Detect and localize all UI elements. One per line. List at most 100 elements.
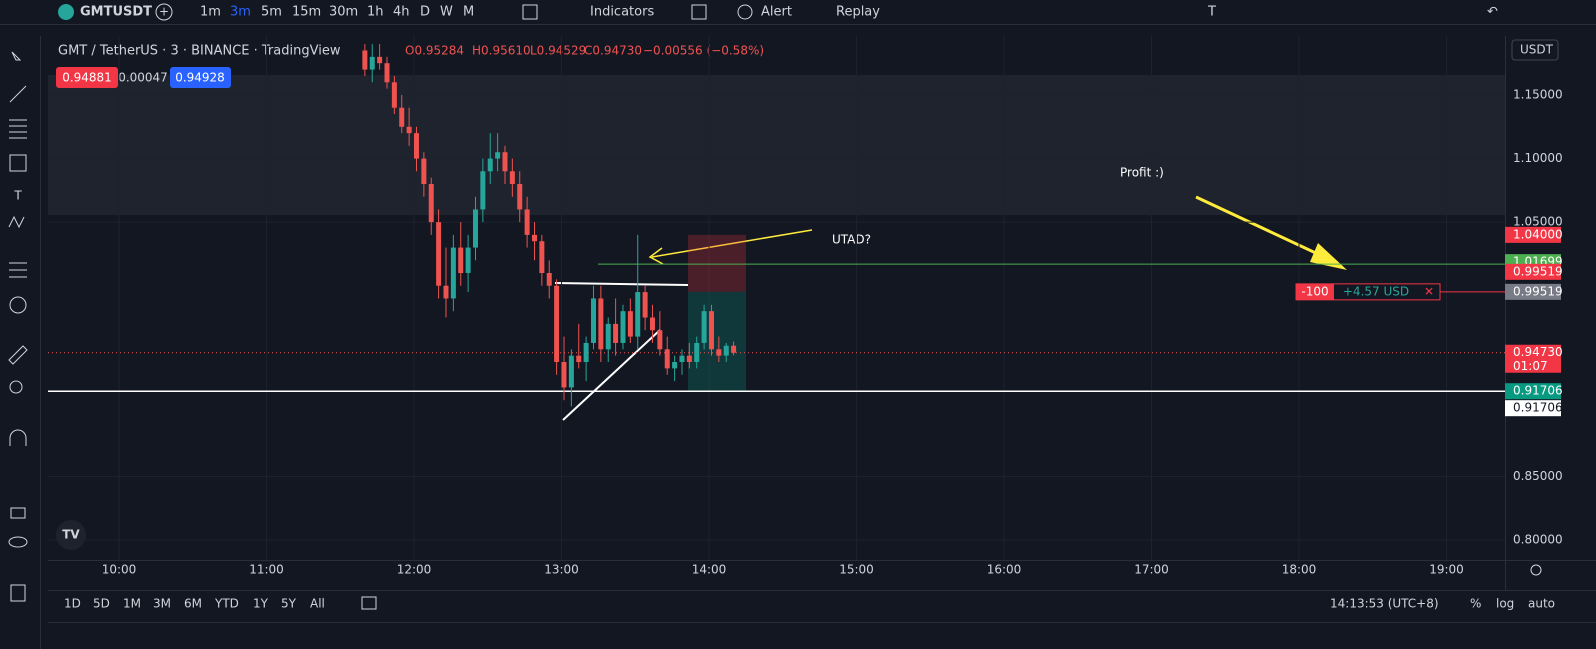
percent-toggle[interactable]: % (1470, 597, 1481, 611)
candle-body (694, 342, 700, 363)
hide-tool[interactable] (8, 536, 28, 548)
interval[interactable]: W (440, 5, 453, 20)
alert[interactable]: Alert (761, 5, 792, 20)
x-tick-label: 18:00 (1282, 563, 1317, 577)
undo[interactable]: ↶ (1487, 5, 1498, 20)
buy-button[interactable] (170, 67, 231, 88)
trend-tool[interactable] (9, 85, 27, 103)
candle-body (716, 349, 722, 356)
order-qty-box[interactable] (1296, 283, 1334, 300)
y-tick-label: 0.85000 (1513, 469, 1563, 483)
y-tick-label: 1.10000 (1513, 151, 1563, 165)
cursor-tool[interactable] (11, 51, 22, 61)
candle-body (524, 209, 530, 235)
symbol[interactable]: GMTUSDT (80, 5, 152, 20)
y-tick-label: 1.15000 (1513, 87, 1563, 101)
replay[interactable]: Replay (836, 5, 880, 20)
interval[interactable]: 15m (292, 5, 321, 20)
interval[interactable]: M (463, 5, 474, 20)
candle-body (708, 311, 714, 350)
candle-body (391, 82, 397, 108)
candle-body (635, 292, 641, 337)
interval[interactable]: D (420, 5, 430, 20)
range-button[interactable]: All (310, 597, 325, 611)
currency[interactable]: USDT (1520, 43, 1554, 57)
log-toggle[interactable]: log (1496, 597, 1514, 611)
icon-tool[interactable] (9, 296, 27, 314)
price-badge-label: 0.91706 (1513, 401, 1563, 415)
candle-body (642, 292, 648, 318)
range-button[interactable]: 3M (153, 597, 171, 611)
text-tool-left[interactable]: T (13, 189, 22, 203)
legend-change: −0.00556 (−0.58%) (643, 44, 764, 58)
candle-body (649, 317, 655, 331)
price-badge (1505, 283, 1561, 300)
price-badge-label: 0.94730 (1513, 345, 1563, 359)
settings[interactable] (1530, 564, 1542, 576)
order-close[interactable]: ✕ (1424, 284, 1434, 298)
interval[interactable]: 1h (367, 5, 384, 20)
text-tool[interactable]: T (1207, 5, 1216, 20)
indicators[interactable]: Indicators (590, 5, 654, 20)
range-button[interactable]: 1Y (253, 597, 269, 611)
interval[interactable]: 4h (393, 5, 410, 20)
candle-body (413, 133, 419, 159)
price-badge (1505, 400, 1561, 417)
date-range-button[interactable] (361, 596, 377, 610)
price-badge-label: 0.99519 (1513, 264, 1563, 278)
currency-box[interactable] (1511, 39, 1559, 61)
range-button[interactable]: YTD (214, 597, 239, 611)
candle-body (686, 355, 692, 363)
price-badge (1505, 263, 1561, 280)
auto-toggle[interactable]: auto (1528, 597, 1555, 611)
compare-button[interactable] (155, 3, 173, 21)
interval[interactable]: 1m (200, 5, 221, 20)
candle-body (369, 56, 375, 70)
magnet-tool[interactable] (9, 429, 27, 446)
shape-tool[interactable] (9, 154, 27, 172)
chart-type-button[interactable] (522, 4, 538, 20)
price-badge (1505, 344, 1561, 373)
buy-price[interactable]: 0.94928 (175, 71, 225, 85)
range-button[interactable]: 5D (93, 597, 110, 611)
candle-body (509, 171, 515, 185)
x-tick-label: 17:00 (1134, 563, 1169, 577)
legend-title: GMT / TetherUS · 3 · BINANCE · TradingVi… (58, 44, 341, 59)
zoom-tool[interactable] (9, 380, 23, 394)
alert-icon[interactable] (737, 4, 753, 20)
range-zone (48, 75, 1505, 215)
range-button[interactable]: 6M (184, 597, 202, 611)
candle-body (436, 222, 442, 286)
legend-close: C0.94730 (584, 44, 642, 58)
range-button[interactable]: 1M (123, 597, 141, 611)
interval[interactable]: 5m (261, 5, 282, 20)
candle-body (664, 349, 670, 369)
fib-tool[interactable] (9, 119, 27, 139)
layout-button[interactable] (691, 4, 707, 20)
sell-price[interactable]: 0.94881 (62, 71, 112, 85)
ruler-tool[interactable] (8, 345, 28, 365)
range-button[interactable]: 1D (64, 597, 81, 611)
symbol-icon[interactable] (58, 4, 74, 20)
candle-body (546, 273, 552, 286)
spread: 0.00047 (118, 71, 168, 85)
legend-high: H0.95610 (472, 44, 531, 58)
delete-tool[interactable] (10, 584, 26, 602)
forecast-tool[interactable] (9, 262, 27, 278)
interval[interactable]: 3m (230, 5, 251, 20)
candle-body (443, 285, 449, 299)
plus[interactable]: + (159, 5, 169, 19)
order-pnl[interactable]: +4.57 USD (1343, 284, 1409, 298)
pattern-tool[interactable] (8, 215, 25, 229)
lock-tool[interactable] (10, 507, 26, 519)
interval[interactable]: 30m (329, 5, 358, 20)
x-tick-label: 13:00 (544, 563, 579, 577)
order-qty[interactable]: -100 (1301, 284, 1328, 298)
range-button[interactable]: 5Y (281, 597, 297, 611)
candle-body (450, 247, 456, 299)
sell-button[interactable] (56, 67, 118, 88)
candle-body (613, 323, 619, 343)
candle-body (561, 362, 567, 388)
